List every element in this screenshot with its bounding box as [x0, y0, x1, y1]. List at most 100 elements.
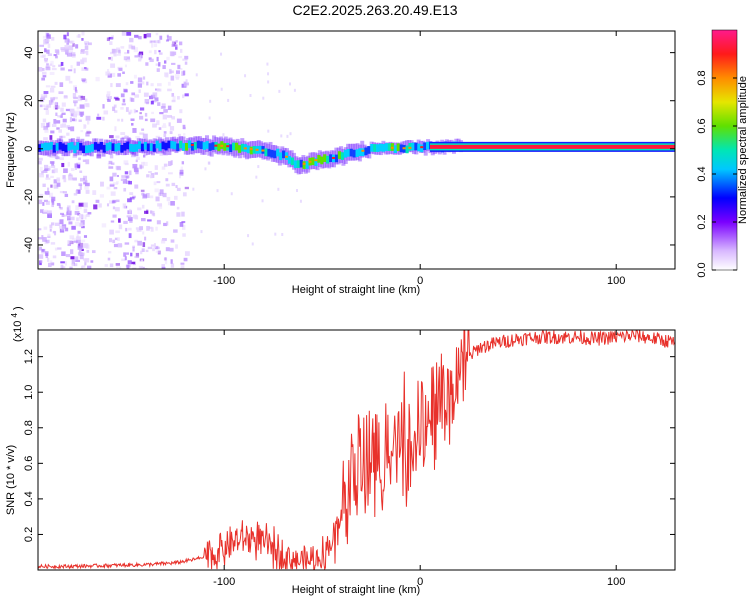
noise-speck [61, 224, 67, 229]
noise-speck [173, 229, 178, 233]
trace-peak [332, 156, 335, 159]
noise-speck [281, 232, 284, 236]
noise-speck [70, 40, 75, 44]
trace-core [290, 157, 295, 166]
noise-speck [121, 150, 127, 156]
noise-speck [184, 55, 189, 60]
trace-core [258, 145, 262, 154]
noise-speck [155, 245, 159, 250]
noise-speck [141, 204, 145, 209]
noise-speck [176, 206, 180, 210]
noise-speck [159, 35, 163, 40]
noise-speck [53, 184, 59, 189]
noise-speck [74, 163, 79, 168]
noise-speck [159, 151, 164, 156]
noise-speck [155, 32, 159, 36]
noise-speck [163, 131, 167, 134]
noise-speck [83, 124, 86, 129]
noise-speck [109, 154, 114, 159]
noise-speck [70, 168, 75, 172]
noise-speck [44, 106, 49, 110]
noise-speck [43, 39, 47, 45]
noise-speck [142, 195, 148, 199]
noise-speck [168, 122, 171, 127]
noise-speck [144, 236, 147, 241]
noise-speck [174, 195, 178, 200]
noise-speck [75, 152, 79, 156]
trace-peak [249, 148, 253, 151]
noise-speck [75, 44, 79, 49]
noise-speck [44, 48, 47, 53]
noise-speck [257, 165, 260, 169]
noise-speck [44, 59, 48, 63]
noise-speck [163, 133, 167, 138]
noise-speck [48, 192, 54, 198]
noise-speck [136, 156, 140, 161]
noise-speck [161, 166, 166, 170]
noise-speck [48, 100, 53, 105]
noise-speck [171, 116, 175, 120]
noise-speck [227, 98, 230, 102]
noise-speck [161, 103, 166, 108]
noise-speck [70, 65, 73, 69]
noise-speck [143, 33, 147, 39]
trace-core [267, 148, 271, 157]
noise-speck [126, 31, 132, 36]
noise-speck [261, 199, 264, 203]
noise-speck [46, 257, 50, 262]
trace-peak [220, 144, 224, 147]
trace-core [55, 142, 59, 151]
noise-speck [143, 152, 148, 156]
noise-speck [109, 176, 114, 182]
noise-speck [124, 256, 127, 261]
noise-speck [97, 113, 100, 117]
noise-speck [137, 240, 142, 246]
trace-core [352, 149, 356, 158]
noise-speck [83, 50, 88, 54]
noise-speck [171, 182, 176, 187]
noise-speck [135, 252, 140, 258]
noise-speck [53, 54, 57, 57]
trace-core [111, 143, 115, 151]
noise-speck [157, 39, 161, 44]
noise-speck [139, 164, 143, 170]
noise-speck [45, 110, 50, 115]
trace-core [411, 142, 415, 151]
noise-speck [115, 165, 120, 170]
noise-speck [47, 43, 51, 49]
noise-speck [72, 154, 77, 158]
trace-core [326, 155, 330, 164]
noise-speck [126, 56, 130, 60]
noise-speck [68, 221, 73, 225]
noise-speck [113, 96, 119, 100]
trace-core [40, 143, 45, 152]
noise-speck [149, 175, 153, 179]
noise-speck [62, 191, 67, 194]
noise-speck [262, 96, 265, 100]
noise-speck [42, 118, 47, 123]
noise-speck [184, 93, 189, 97]
spectrogram-noise [38, 31, 302, 269]
trace-core [370, 143, 374, 152]
figure-title: C2E2.2025.263.20.49.E13 [292, 2, 458, 18]
noise-speck [40, 122, 46, 128]
snr-x-ticks: -100 0 100 [213, 330, 625, 588]
noise-speck [91, 250, 96, 254]
noise-speck [85, 243, 89, 249]
noise-speck [93, 204, 98, 210]
trace-core [182, 143, 186, 151]
noise-speck [167, 81, 171, 86]
noise-speck [166, 196, 171, 202]
noise-speck [122, 175, 125, 180]
trace-core [240, 143, 245, 152]
noise-speck [124, 171, 129, 175]
noise-speck [139, 107, 145, 111]
noise-speck [144, 210, 149, 214]
trace-core [314, 158, 318, 166]
noise-speck [73, 100, 78, 104]
noise-speck [110, 191, 116, 196]
noise-speck [78, 202, 84, 207]
noise-speck [163, 151, 168, 156]
noise-speck [73, 193, 78, 196]
